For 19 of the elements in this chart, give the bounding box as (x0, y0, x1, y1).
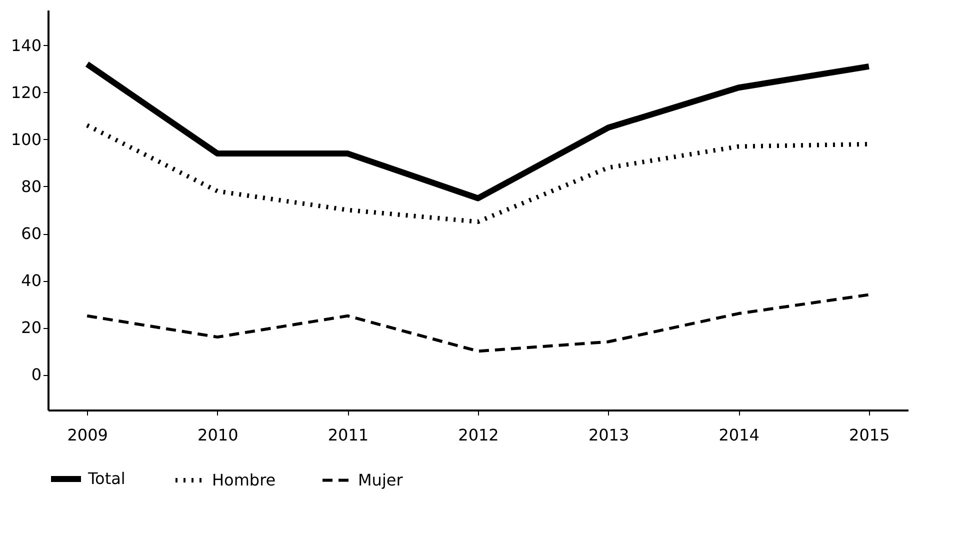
legend-label: Total (87, 469, 126, 488)
x-tick-label: 2014 (718, 426, 760, 444)
y-tick-label: 60 (21, 224, 42, 244)
x-tick-label: 2010 (198, 426, 238, 444)
legend-label: Mujer (358, 470, 404, 490)
y-tick-label: 80 (21, 176, 42, 196)
line-series (86, 293, 870, 353)
y-tick-label: 120 (10, 82, 42, 102)
y-tick-label: 100 (10, 130, 42, 149)
y-tick-label: 40 (21, 271, 42, 290)
x-tick-label: 2015 (849, 426, 890, 444)
x-tick-label: 2009 (67, 426, 108, 444)
x-tick-label: 2013 (588, 426, 630, 444)
x-tick-label: 2012 (458, 426, 499, 444)
x-tick-label: 2011 (328, 426, 369, 444)
y-tick-label: 0 (31, 365, 42, 384)
legend-label: Hombre (212, 470, 276, 490)
y-tick-label: 140 (10, 36, 42, 55)
y-tick-label: 20 (21, 318, 42, 338)
